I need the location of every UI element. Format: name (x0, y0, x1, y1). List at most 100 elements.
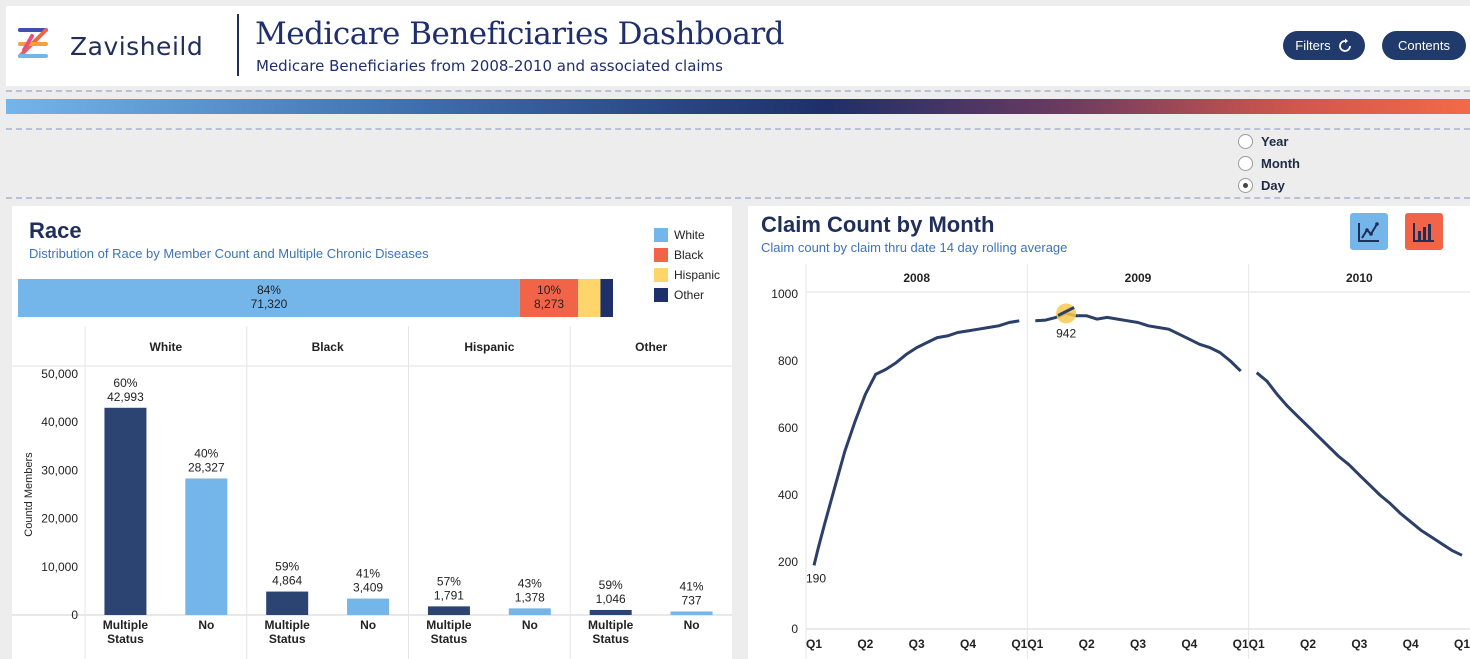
x-tick-label: Q2 (1300, 637, 1316, 651)
legend-label: Hispanic (674, 268, 721, 282)
bar-hispanic-no (508, 608, 551, 615)
y-tick-label: 1000 (771, 287, 798, 301)
y-tick-label: 200 (778, 555, 798, 569)
bar-white-no (185, 478, 228, 615)
claim-subtitle: Claim count by claim thru date 14 day ro… (761, 240, 1068, 255)
bar-pct-label: 59% (275, 560, 299, 574)
legend-hispanic[interactable]: Hispanic (654, 268, 720, 282)
legend-label: Black (674, 248, 704, 262)
radio-circle-selected (1238, 178, 1253, 193)
radio-day-label: Day (1261, 178, 1285, 193)
claim-line-chart: 1000 800 600 400 200 0 2008 Q1 Q2 Q3 Q4 Q1 2009 Q1 Q2 Q… (771, 264, 1470, 659)
x-category-label: Multiple (265, 618, 311, 632)
radio-year[interactable]: Year (1238, 134, 1288, 149)
bar-value-label: 1,791 (434, 588, 464, 602)
bar-other-no (670, 611, 713, 615)
bar-white-multiple (104, 407, 147, 615)
gradient-band (6, 99, 1470, 114)
x-category-label: No (684, 618, 700, 632)
zavisheild-logo-icon (18, 28, 48, 58)
dashboard-subtitle: Medicare Beneficiaries from 2008-2010 an… (256, 57, 723, 75)
y-tick-label: 0 (71, 608, 78, 622)
annotation-label: 942 (1056, 326, 1076, 340)
race-panel: Race Distribution of Race by Member Coun… (12, 206, 732, 659)
x-tick-label: Q1 (806, 637, 822, 651)
x-category-label: Multiple (103, 618, 149, 632)
radio-month-label: Month (1261, 156, 1300, 171)
filters-label: Filters (1295, 38, 1331, 53)
x-tick-label: Q3 (909, 637, 925, 651)
y-tick-label: 600 (778, 421, 798, 435)
panel-header-2009: 2009 (1125, 271, 1152, 285)
stack-pct-label: 84% (257, 283, 281, 297)
legend-swatch-black (654, 248, 668, 262)
header-divider (237, 14, 239, 76)
x-tick-label: Q2 (857, 637, 873, 651)
group-header-other: Other (635, 340, 667, 354)
radio-month[interactable]: Month (1238, 156, 1300, 171)
bar-chart-toggle-button[interactable] (1405, 213, 1443, 250)
filters-button[interactable]: Filters (1283, 31, 1365, 60)
x-category-label: No (522, 618, 538, 632)
dashboard-title: Medicare Beneficiaries Dashboard (255, 16, 785, 52)
legend-black[interactable]: Black (654, 248, 703, 262)
bar-value-label: 28,327 (188, 460, 225, 474)
legend-swatch-other (654, 288, 668, 302)
line-chart-toggle-button[interactable] (1350, 213, 1388, 250)
race-bar-chart: WhiteMultipleStatusNoBlackMultipleStatus… (12, 326, 732, 659)
panel-header-2008: 2008 (903, 271, 930, 285)
x-tick-label: Q1 (1011, 637, 1027, 651)
bar-hispanic-multiple (427, 606, 470, 615)
bar-black-multiple (266, 591, 309, 615)
legend-white[interactable]: White (654, 228, 705, 242)
stack-segment-white (18, 279, 520, 317)
bar-black-no (347, 598, 390, 615)
legend-swatch-white (654, 228, 668, 242)
y-tick-label: 20,000 (41, 512, 78, 526)
x-tick-label: Q3 (1130, 637, 1146, 651)
reset-icon (1338, 38, 1351, 52)
x-category-label: Status (107, 632, 144, 646)
panel-header-2010: 2010 (1346, 271, 1373, 285)
contents-button[interactable]: Contents (1382, 31, 1466, 60)
x-tick-label: Q1 (1233, 637, 1249, 651)
x-tick-label: Q1 (1454, 637, 1470, 651)
highlight-line-segment (1057, 306, 1075, 317)
x-tick-label: Q2 (1079, 637, 1095, 651)
x-category-label: No (360, 618, 376, 632)
x-category-label: Multiple (426, 618, 472, 632)
bar-chart-icon (1413, 223, 1434, 242)
y-tick-label: 40,000 (41, 415, 78, 429)
claim-panel: Claim Count by Month Claim count by clai… (748, 206, 1470, 659)
x-tick-label: Q4 (1403, 637, 1419, 651)
x-category-label: No (198, 618, 214, 632)
race-stacked-bar: 84%71,320 10%8,273 (18, 279, 613, 317)
bar-value-label: 4,864 (272, 574, 302, 588)
bar-value-label: 3,409 (353, 581, 383, 595)
y-axis-title: Countd Members (23, 452, 35, 537)
y-tick-label: 0 (791, 622, 798, 636)
bar-value-label: 737 (682, 593, 702, 607)
radio-circle (1238, 156, 1253, 171)
bar-other-multiple (589, 609, 632, 615)
stack-segment-black (519, 279, 579, 317)
brand-name: Zavisheild (70, 32, 204, 61)
bar-value-label: 1,378 (515, 590, 545, 604)
stack-count-label: 8,273 (534, 297, 564, 311)
radio-day[interactable]: Day (1238, 178, 1285, 193)
bar-value-label: 42,993 (107, 390, 144, 404)
group-header-white: White (150, 340, 183, 354)
x-category-label: Status (269, 632, 306, 646)
y-tick-label: 30,000 (41, 463, 78, 477)
legend-other[interactable]: Other (654, 288, 704, 302)
y-tick-label: 800 (778, 354, 798, 368)
bar-value-label: 1,046 (596, 592, 626, 606)
x-tick-label: Q4 (960, 637, 976, 651)
stack-pct-label: 10% (537, 283, 561, 297)
radio-circle (1238, 134, 1253, 149)
x-category-label: Status (592, 632, 629, 646)
x-category-label: Multiple (588, 618, 634, 632)
x-tick-label: Q3 (1351, 637, 1367, 651)
claim-title: Claim Count by Month (761, 212, 995, 237)
separator-mid (6, 128, 1470, 130)
